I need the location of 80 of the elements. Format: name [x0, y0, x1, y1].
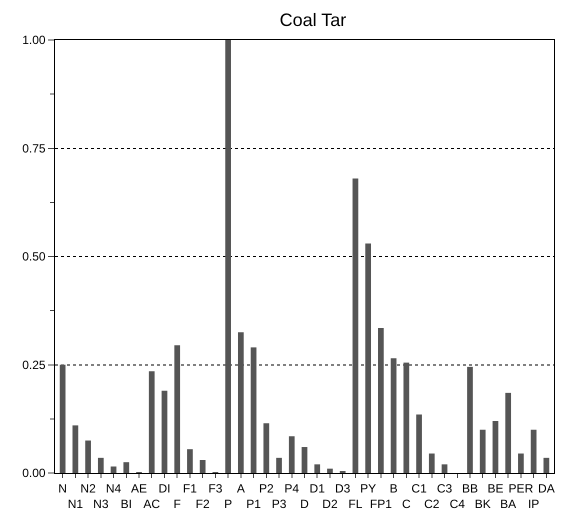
x-tick-label: P2	[258, 481, 274, 496]
bar	[327, 468, 333, 473]
x-tick-label: D2	[322, 497, 338, 511]
x-tick-label: C1	[411, 481, 428, 496]
bar	[225, 40, 231, 473]
y-tick-label: 0.00	[22, 466, 46, 480]
x-tick-label: A	[236, 481, 245, 496]
x-tick-label: D	[300, 497, 310, 511]
x-tick-label: C3	[436, 481, 453, 496]
x-tick-label: D1	[310, 481, 326, 496]
bar	[162, 390, 168, 473]
bar	[518, 454, 524, 473]
bar	[530, 430, 536, 473]
bar	[174, 345, 180, 473]
bar	[390, 358, 396, 473]
bar	[352, 178, 358, 473]
x-tick-label: F	[174, 497, 181, 511]
bar	[505, 392, 512, 473]
x-tick-label: F1	[182, 481, 198, 496]
x-tick-label: N	[58, 481, 67, 496]
chart-title: Coal Tar	[280, 10, 346, 30]
x-tick-label: FL	[348, 497, 363, 511]
bar	[492, 421, 498, 473]
bar	[85, 440, 91, 473]
x-tick-label: PER	[508, 481, 534, 496]
bar	[314, 464, 320, 473]
x-tick-label: FP1	[370, 497, 392, 511]
x-tick-label: PY	[360, 481, 376, 496]
bar	[442, 464, 448, 473]
x-tick-label: IP	[528, 497, 540, 511]
bar	[378, 328, 384, 473]
bar	[98, 458, 104, 473]
x-tick-label: C2	[424, 497, 440, 511]
bar	[403, 362, 410, 473]
x-tick-label: BK	[474, 497, 491, 511]
x-tick-label: N1	[68, 497, 84, 511]
x-tick-label: BB	[462, 481, 478, 496]
x-tick-label: N3	[93, 497, 109, 511]
x-tick-label: DA	[538, 481, 555, 496]
x-tick-label: N4	[106, 481, 122, 496]
x-tick-label: D3	[335, 481, 351, 496]
bar	[416, 414, 422, 473]
x-tick-label: F3	[208, 481, 223, 496]
y-tick-label: 0.50	[22, 250, 46, 264]
y-tick-label: 0.75	[22, 141, 46, 156]
bar	[544, 458, 550, 473]
x-tick-label: C	[402, 497, 412, 511]
bar	[288, 436, 295, 473]
bar	[187, 449, 193, 473]
x-tick-label: F2	[196, 497, 210, 511]
bar	[467, 366, 473, 473]
x-tick-label: C4	[450, 497, 466, 511]
bar	[110, 466, 116, 473]
x-tick-label: B	[390, 481, 398, 496]
bar	[123, 462, 130, 473]
bar	[250, 347, 256, 473]
bar	[60, 364, 66, 473]
x-tick-label: P1	[246, 497, 262, 511]
x-tick-label: P4	[284, 481, 300, 496]
x-tick-label: AC	[143, 497, 160, 511]
y-tick-label: 1.00	[22, 33, 46, 48]
bar	[238, 332, 244, 473]
bar	[263, 423, 270, 473]
x-tick-label: P3	[272, 497, 287, 511]
x-tick-label: AE	[131, 481, 148, 496]
x-tick-label: BA	[500, 497, 516, 511]
x-tick-label: P	[224, 497, 232, 511]
y-tick-label: 0.25	[22, 358, 46, 372]
bar	[148, 371, 155, 473]
bar	[200, 460, 206, 473]
bar	[72, 425, 78, 473]
bar	[276, 458, 282, 473]
bar	[302, 447, 308, 473]
x-tick-label: N2	[80, 481, 96, 496]
x-tick-label: BE	[487, 481, 504, 496]
bar	[480, 430, 486, 473]
bar	[365, 244, 372, 473]
bar	[428, 454, 435, 473]
x-tick-label: BI	[120, 497, 132, 511]
x-tick-label: DI	[158, 481, 170, 496]
